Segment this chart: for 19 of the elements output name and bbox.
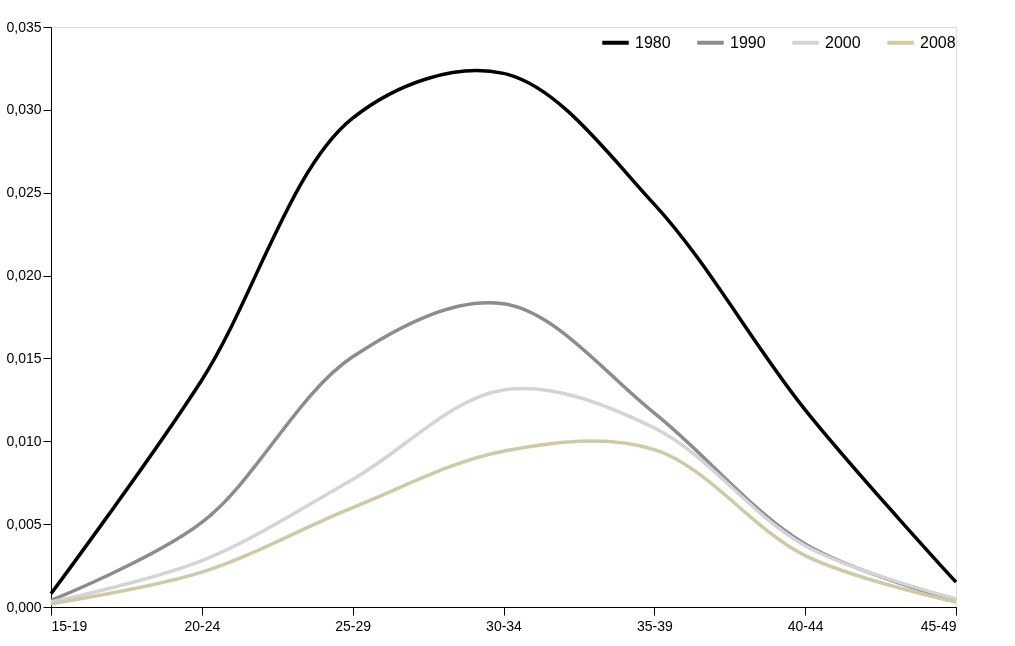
x-tick-label: 30-34 xyxy=(486,617,523,634)
y-tick-label: 0,020 xyxy=(6,267,42,284)
legend-label: 2008 xyxy=(920,33,956,51)
y-tick-label: 0,015 xyxy=(6,349,42,366)
x-tick-label: 35-39 xyxy=(636,617,673,634)
legend-label: 1980 xyxy=(635,33,671,51)
legend-label: 1990 xyxy=(730,33,766,51)
x-tick-label: 20-24 xyxy=(184,617,221,634)
y-tick-label: 0,005 xyxy=(6,515,42,532)
x-tick-label: 15-19 xyxy=(51,617,88,634)
y-tick-label: 0,025 xyxy=(6,184,42,201)
x-tick-label: 25-29 xyxy=(335,617,372,634)
y-tick-label: 0,030 xyxy=(6,101,42,118)
legend-label: 2000 xyxy=(825,33,861,51)
y-tick-label: 0,035 xyxy=(6,18,42,35)
y-tick-label: 0,010 xyxy=(6,432,42,449)
y-tick-label: 0,000 xyxy=(6,598,42,615)
x-tick-label: 45-49 xyxy=(920,617,957,634)
x-tick-label: 40-44 xyxy=(787,617,824,634)
